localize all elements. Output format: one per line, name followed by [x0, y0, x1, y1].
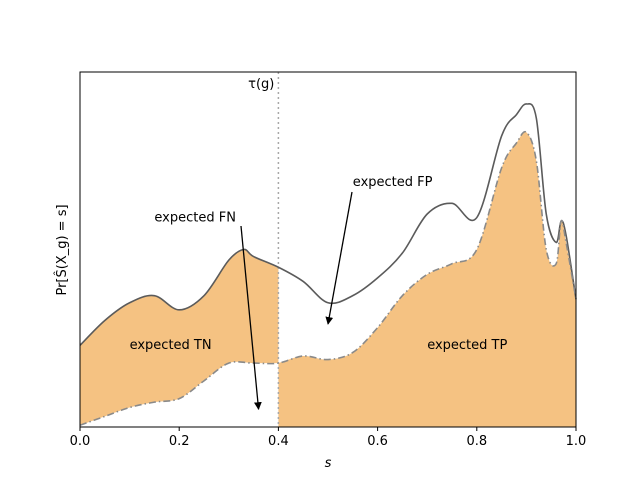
expected-tn-label: expected TN [130, 338, 212, 353]
inner-density-curve [79, 130, 577, 426]
outer-density-curve [79, 103, 577, 346]
x-axis-label: s [325, 456, 332, 471]
x-tick-label: 0.8 [466, 434, 487, 449]
threshold-label: τ(g) [248, 77, 274, 92]
expected-tp-label: expected TP [427, 338, 507, 353]
x-tick-label: 0.0 [70, 434, 91, 449]
y-axis-label: Pr[Ŝ(X_g) = s] [54, 204, 70, 295]
x-tick-label: 0.4 [268, 434, 289, 449]
expected-fp-label: expected FP [353, 175, 433, 190]
plot-frame [79, 71, 577, 428]
x-axis-ticks: 0.0 0.2 0.4 0.6 0.8 1.0 [70, 427, 587, 449]
x-tick-label: 0.6 [367, 434, 388, 449]
annotations: expected FN expected FP expected TN expecte… [130, 175, 507, 411]
x-tick-label: 0.2 [169, 434, 190, 449]
tn-fill-area [80, 249, 279, 426]
expected-fn-arrow [240, 225, 262, 411]
expected-fp-arrow [325, 191, 353, 325]
x-tick-label: 1.0 [566, 434, 587, 449]
expected-fn-label: expected FN [154, 211, 236, 226]
plot-layer [79, 72, 577, 427]
